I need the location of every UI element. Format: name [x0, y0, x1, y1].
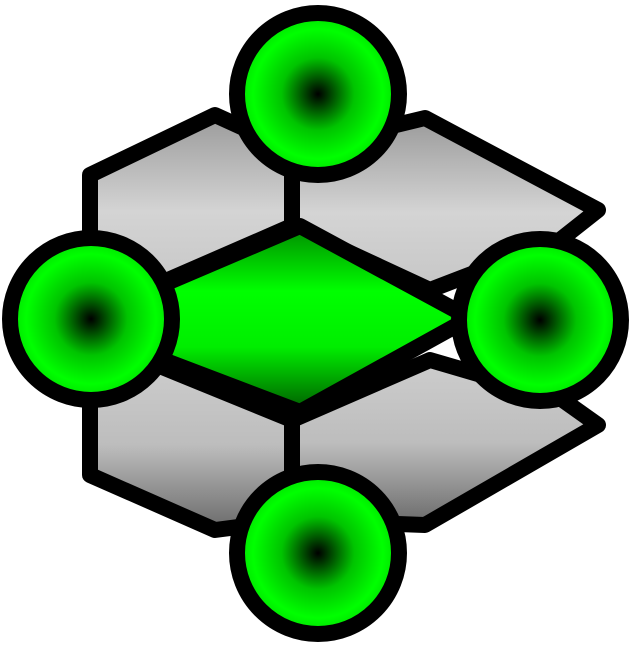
right-node — [451, 231, 629, 409]
top-node — [229, 5, 407, 183]
left-node — [2, 230, 180, 408]
bottom-node — [229, 464, 407, 642]
